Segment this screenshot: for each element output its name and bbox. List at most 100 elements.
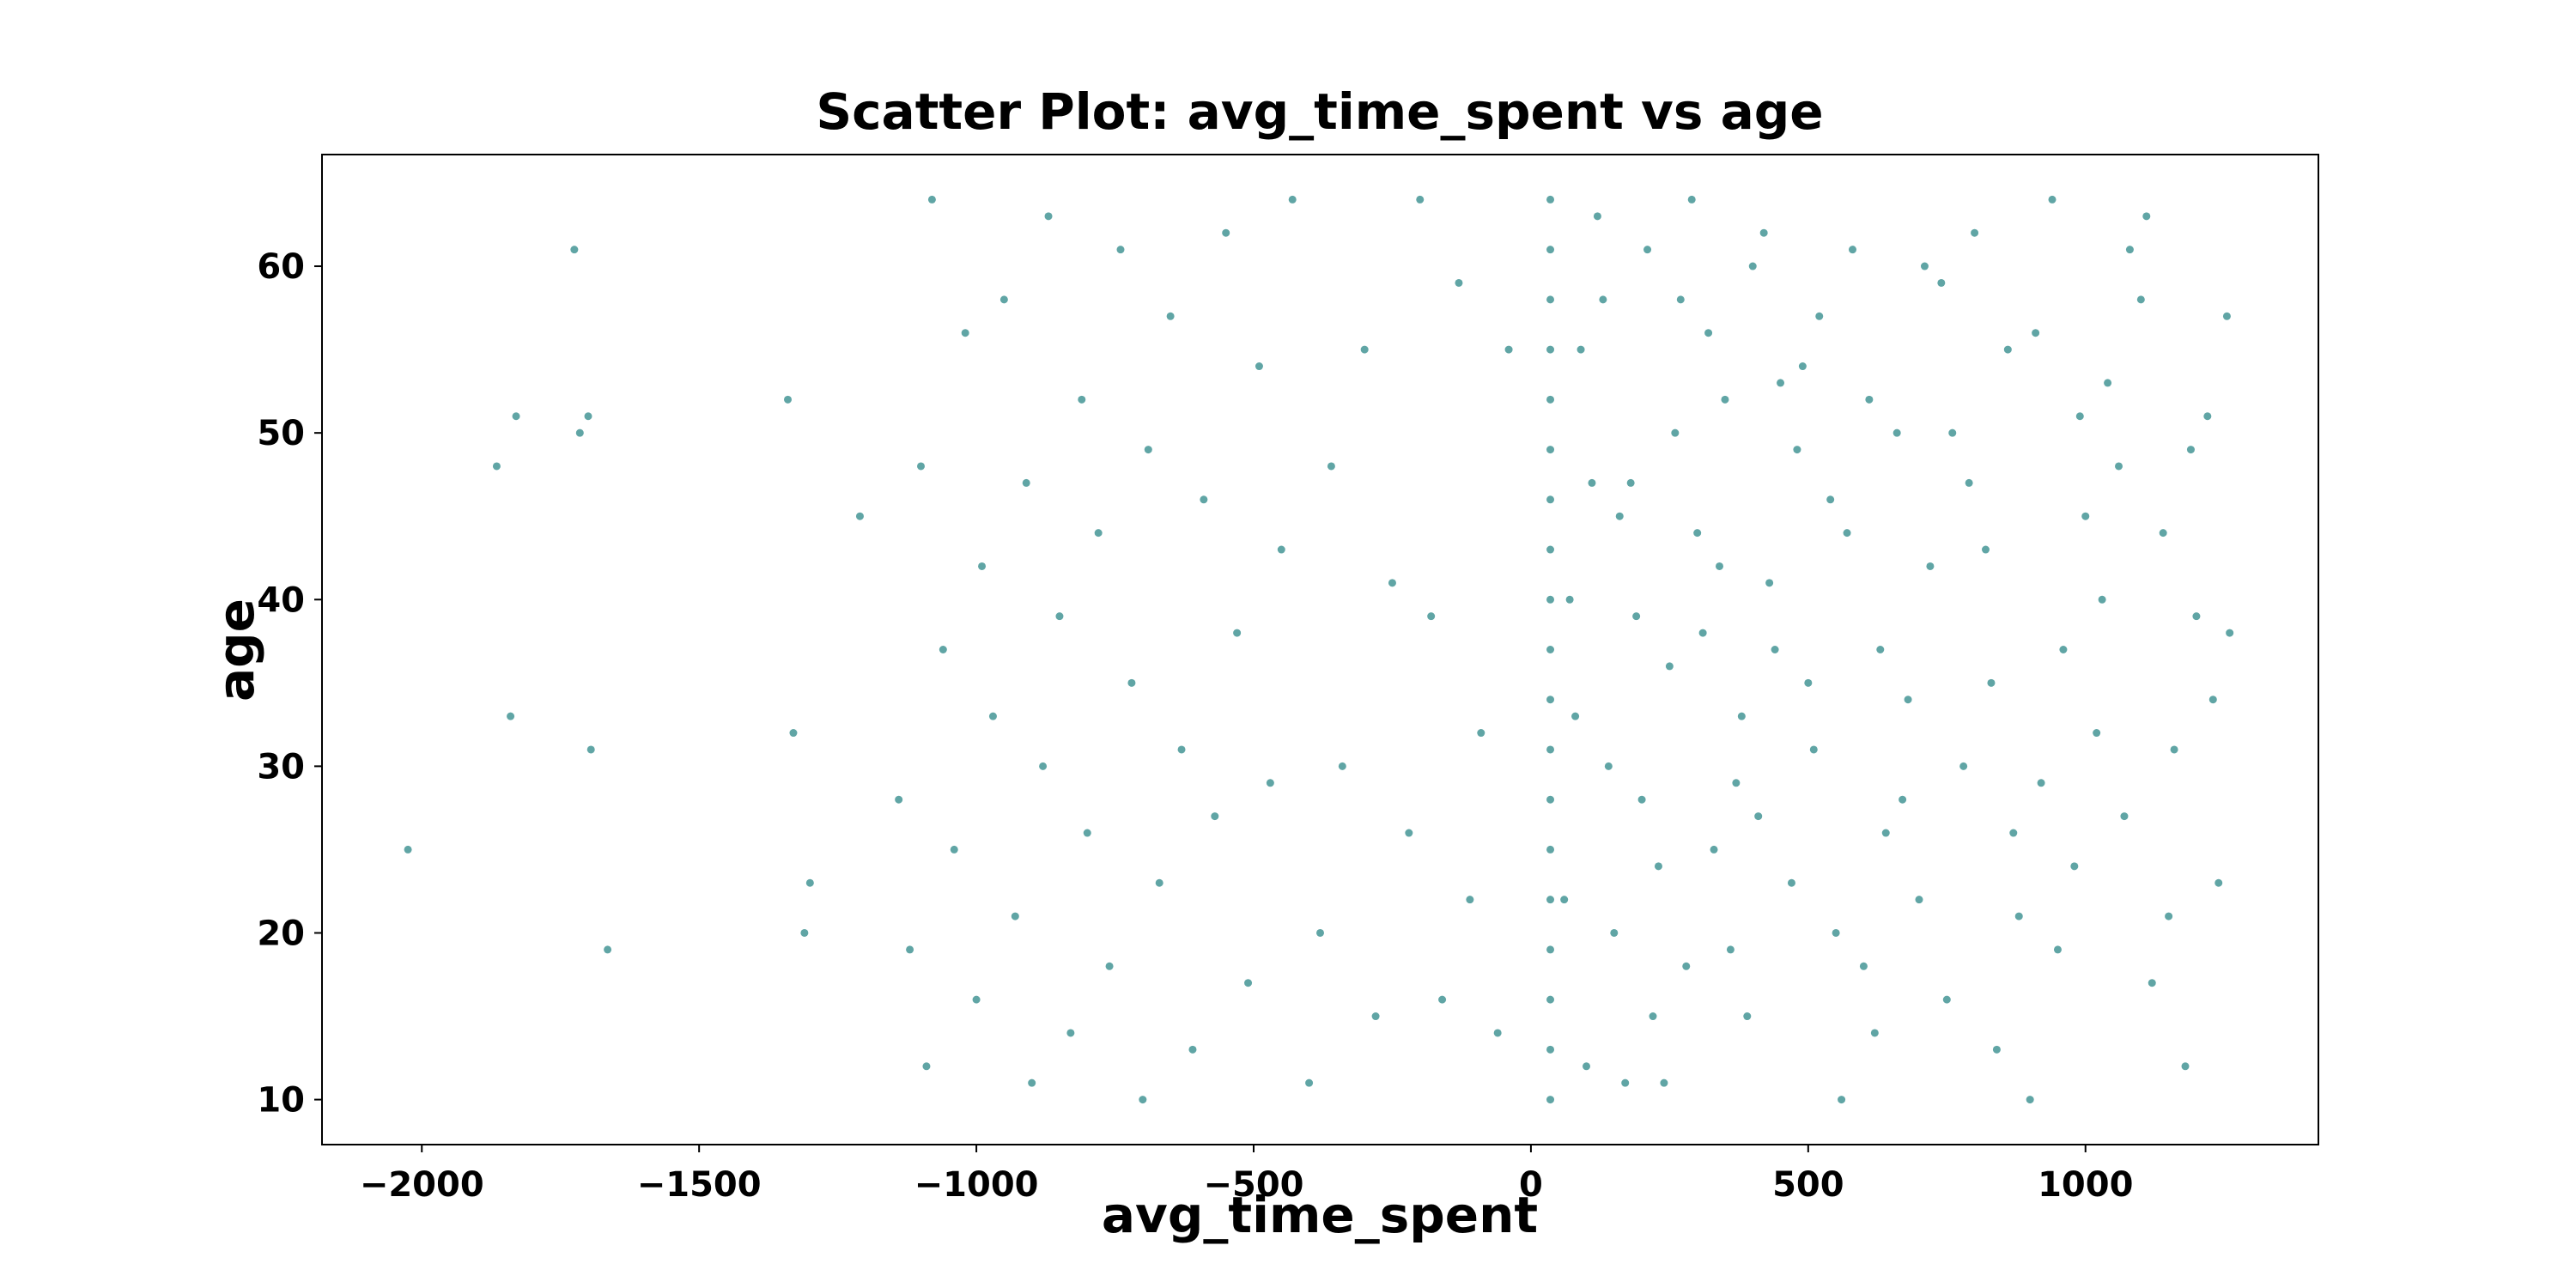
point bbox=[1937, 278, 1946, 287]
point bbox=[1277, 545, 1285, 554]
point bbox=[1166, 312, 1175, 320]
point bbox=[1577, 345, 1585, 354]
point bbox=[1022, 478, 1030, 487]
point bbox=[1899, 795, 1907, 804]
point bbox=[1948, 428, 1957, 437]
point bbox=[1388, 579, 1396, 587]
point bbox=[1546, 745, 1555, 754]
point bbox=[1759, 228, 1768, 237]
point bbox=[1643, 246, 1652, 254]
point bbox=[1546, 696, 1555, 704]
point bbox=[1915, 896, 1923, 904]
point bbox=[906, 945, 914, 954]
point bbox=[2053, 945, 2062, 954]
point bbox=[1255, 362, 1263, 371]
point bbox=[855, 512, 864, 520]
point bbox=[1604, 762, 1613, 770]
point bbox=[1565, 595, 1574, 604]
point bbox=[1546, 595, 1555, 604]
point bbox=[1626, 478, 1635, 487]
x-tick-label: −1000 bbox=[914, 1165, 1039, 1205]
point bbox=[1593, 212, 1601, 221]
point bbox=[1155, 878, 1163, 887]
point bbox=[789, 729, 798, 738]
point bbox=[586, 745, 595, 754]
point bbox=[1338, 762, 1346, 770]
point bbox=[1416, 195, 1425, 204]
point bbox=[999, 295, 1008, 304]
point bbox=[1583, 1062, 1590, 1071]
point bbox=[1904, 696, 1912, 704]
point bbox=[2159, 529, 2167, 538]
point bbox=[978, 562, 987, 570]
point bbox=[2070, 862, 2079, 871]
point bbox=[1704, 329, 1713, 337]
point bbox=[1477, 729, 1485, 738]
point bbox=[1971, 228, 1979, 237]
point bbox=[1305, 1078, 1314, 1087]
point bbox=[1044, 212, 1053, 221]
point bbox=[1737, 712, 1746, 720]
point bbox=[1546, 646, 1555, 653]
x-tick-label: −500 bbox=[1203, 1165, 1303, 1205]
point bbox=[1144, 446, 1152, 454]
point bbox=[1798, 362, 1807, 371]
point bbox=[1710, 845, 1718, 854]
point bbox=[1127, 678, 1136, 687]
point bbox=[988, 712, 997, 720]
point bbox=[1266, 779, 1274, 787]
point bbox=[895, 795, 903, 804]
point bbox=[1920, 262, 1929, 270]
point bbox=[2093, 729, 2101, 738]
y-tick-label: 50 bbox=[257, 414, 305, 453]
point bbox=[1687, 195, 1696, 204]
point bbox=[805, 878, 814, 887]
point bbox=[2215, 878, 2223, 887]
point bbox=[584, 412, 592, 421]
point bbox=[2009, 829, 2018, 837]
point bbox=[2037, 779, 2045, 787]
point bbox=[1693, 529, 1702, 538]
point bbox=[1105, 962, 1114, 970]
point bbox=[2026, 1096, 2034, 1104]
point bbox=[570, 246, 579, 254]
point bbox=[1826, 495, 1835, 504]
point bbox=[1676, 295, 1685, 304]
point bbox=[1660, 1078, 1668, 1087]
point bbox=[1777, 379, 1785, 387]
point bbox=[1787, 878, 1795, 887]
x-tick-label: −2000 bbox=[360, 1165, 484, 1205]
point bbox=[1546, 195, 1555, 204]
point bbox=[1804, 678, 1813, 687]
point bbox=[2192, 612, 2201, 621]
point bbox=[1116, 246, 1125, 254]
point bbox=[1546, 545, 1555, 554]
point bbox=[1615, 512, 1624, 520]
point bbox=[1139, 1096, 1147, 1104]
point bbox=[1177, 745, 1186, 754]
point bbox=[1982, 545, 1990, 554]
point bbox=[1288, 195, 1297, 204]
point bbox=[939, 646, 947, 653]
point bbox=[2081, 512, 2090, 520]
point bbox=[2226, 629, 2234, 637]
point bbox=[1632, 612, 1641, 621]
point bbox=[1405, 829, 1413, 837]
y-tick-label: 20 bbox=[257, 914, 305, 953]
point bbox=[1721, 395, 1729, 404]
point bbox=[1546, 795, 1555, 804]
point bbox=[1546, 896, 1555, 904]
x-tick-label: 500 bbox=[1772, 1165, 1844, 1205]
point bbox=[1992, 1045, 2001, 1054]
point bbox=[922, 1062, 931, 1071]
point bbox=[950, 845, 958, 854]
point bbox=[1843, 529, 1851, 538]
point bbox=[2115, 462, 2123, 471]
point bbox=[1771, 646, 1779, 653]
point bbox=[1637, 795, 1646, 804]
point bbox=[1743, 1012, 1752, 1021]
point bbox=[507, 712, 515, 720]
point bbox=[1455, 278, 1463, 287]
point bbox=[1682, 962, 1691, 970]
point bbox=[1546, 446, 1555, 454]
